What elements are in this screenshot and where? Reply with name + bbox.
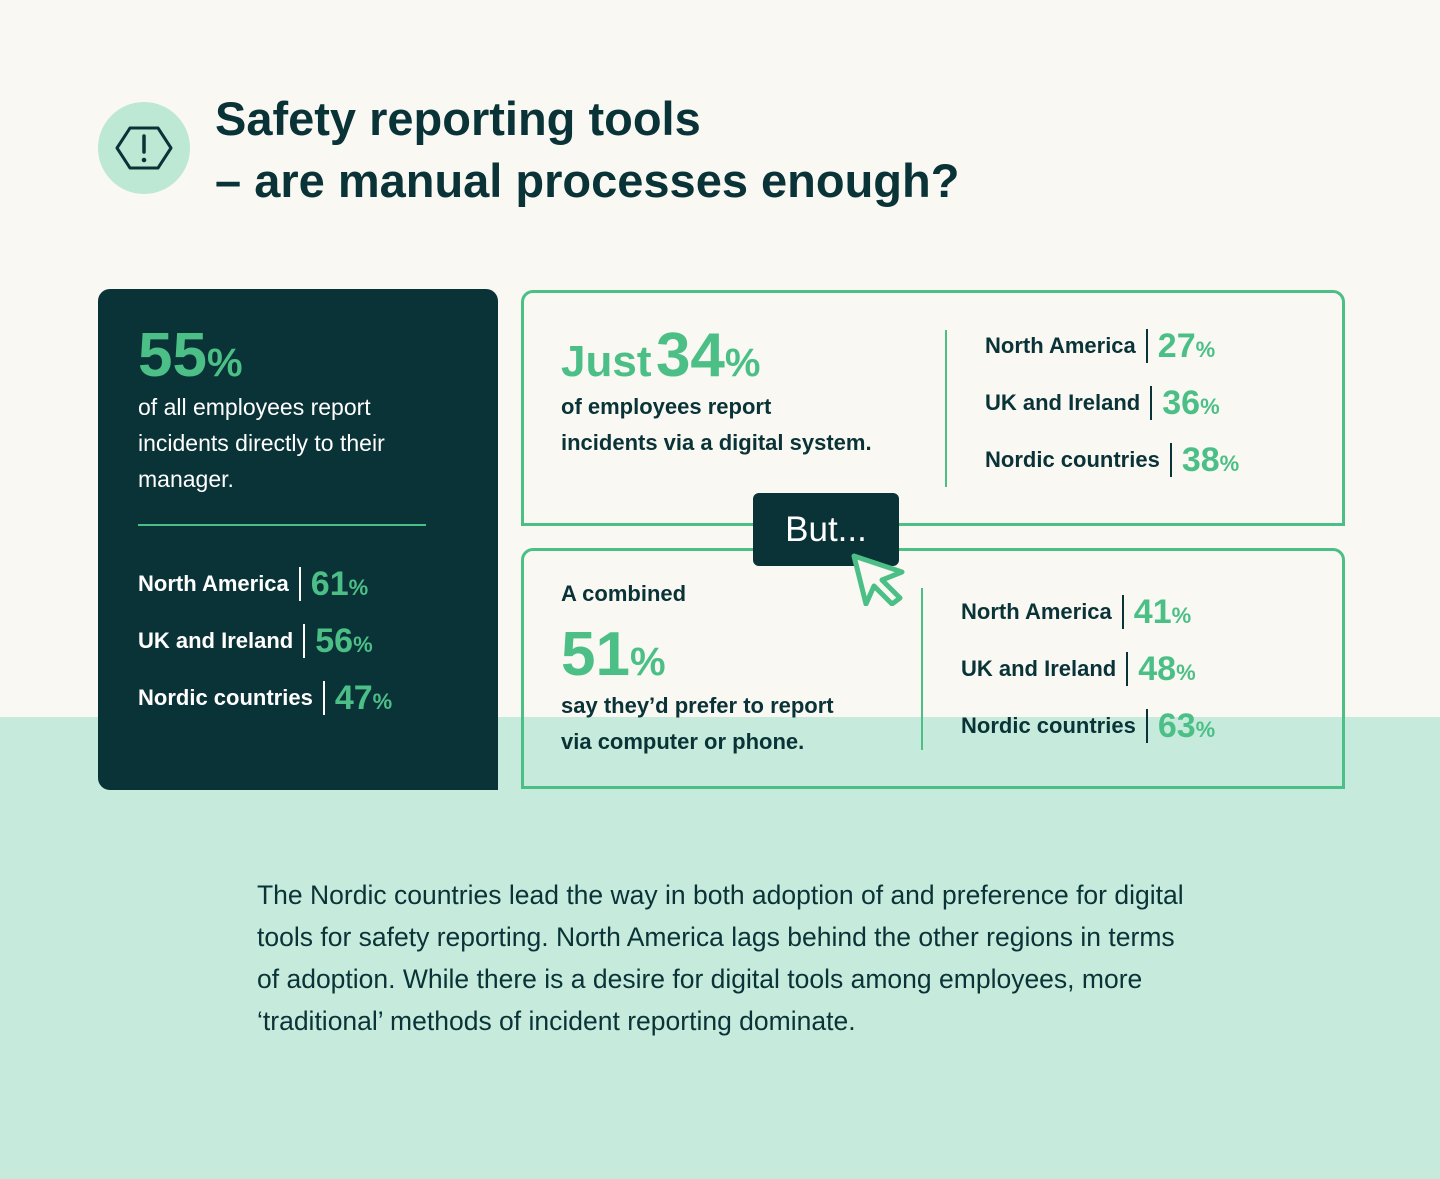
stat-text: of all employees report incidents direct…: [138, 389, 385, 497]
region-number: 27: [1157, 326, 1196, 365]
divider: [945, 330, 947, 487]
region-number: 63: [1157, 706, 1196, 745]
region-name: North America: [961, 599, 1112, 624]
stat-unit: %: [724, 341, 761, 385]
stat: 51%: [561, 620, 666, 690]
region-row: UK and Ireland 36%: [985, 383, 1239, 423]
region-unit: %: [1195, 717, 1216, 742]
text-line: say they’d prefer to report: [561, 693, 834, 718]
region-row: Nordic countries 63%: [961, 706, 1215, 746]
card-manager: 55% of all employees report incidents di…: [98, 289, 498, 790]
region-unit: %: [1176, 660, 1196, 685]
separator: [1145, 329, 1148, 363]
stat-prefix: Just: [561, 337, 652, 386]
stat: 55%: [138, 321, 243, 391]
title-line: Safety reporting tools: [215, 92, 701, 145]
region-name: North America: [138, 571, 289, 596]
separator: [1145, 709, 1148, 743]
region-name: North America: [985, 333, 1136, 358]
region-list: North America 41% UK and Ireland 48% Nordic …: [961, 592, 1215, 763]
region-name: Nordic countries: [138, 685, 313, 710]
region-unit: %: [348, 575, 369, 600]
stat-number: 51: [561, 620, 630, 689]
region-unit: %: [1219, 451, 1240, 476]
region-list: North America 61% UK and Ireland 56% Nordic …: [138, 564, 392, 735]
stat-number: 55: [138, 321, 207, 390]
bottom-band: [0, 717, 1440, 1179]
separator: [1169, 443, 1172, 477]
region-row: UK and Ireland 48%: [961, 649, 1215, 689]
region-number: 61: [310, 564, 349, 603]
region-row: North America 41%: [961, 592, 1215, 632]
region-row: Nordic countries 47%: [138, 678, 392, 718]
stat-text: say they’d prefer to report via computer…: [561, 688, 834, 760]
text-line: of employees report: [561, 394, 772, 419]
region-name: UK and Ireland: [961, 656, 1117, 681]
title-line: – are manual processes enough?: [215, 154, 960, 207]
region-number: 56: [315, 621, 354, 660]
text-line: manager.: [138, 466, 234, 492]
separator: [303, 624, 306, 658]
region-list: North America 27% UK and Ireland 36% Nordic …: [985, 326, 1239, 497]
region-unit: %: [1171, 603, 1192, 628]
region-number: 48: [1138, 649, 1177, 688]
region-unit: %: [353, 632, 373, 657]
warning-icon: [98, 102, 190, 194]
region-name: UK and Ireland: [138, 628, 294, 653]
region-number: 36: [1162, 383, 1201, 422]
stat: Just 34%: [561, 321, 760, 391]
region-row: North America 61%: [138, 564, 392, 604]
region-unit: %: [1195, 337, 1216, 362]
stat-unit: %: [629, 640, 666, 684]
stat-number: 34: [655, 321, 725, 390]
text-line: via computer or phone.: [561, 729, 805, 754]
intro: A combined: [561, 581, 687, 606]
region-unit: %: [372, 689, 393, 714]
card-preference: A combined 51% say they’d prefer to repo…: [521, 548, 1345, 789]
region-number: 38: [1181, 440, 1220, 479]
region-row: North America 27%: [985, 326, 1239, 366]
text-line: incidents directly to their: [138, 430, 385, 456]
divider: [921, 588, 923, 750]
callout: But...: [753, 493, 899, 566]
region-name: UK and Ireland: [985, 390, 1141, 415]
separator: [1121, 595, 1124, 629]
stat-text: of employees report incidents via a digi…: [561, 389, 872, 461]
text-line: incidents via a digital system.: [561, 430, 872, 455]
separator: [298, 567, 301, 601]
region-row: Nordic countries 38%: [985, 440, 1239, 480]
cursor-icon: [851, 553, 905, 606]
region-name: Nordic countries: [961, 713, 1136, 738]
region-name: Nordic countries: [985, 447, 1160, 472]
stat-unit: %: [206, 341, 243, 385]
region-number: 41: [1133, 592, 1172, 631]
region-number: 47: [334, 678, 373, 717]
text-line: of all employees report: [138, 394, 371, 420]
separator: [322, 681, 325, 715]
region-unit: %: [1200, 394, 1220, 419]
region-row: UK and Ireland 56%: [138, 621, 392, 661]
divider: [138, 524, 426, 526]
card-digital: Just 34% of employees report incidents v…: [521, 290, 1345, 526]
separator: [1126, 652, 1129, 686]
title: Safety reporting tools – are manual proc…: [215, 88, 959, 212]
summary: The Nordic countries lead the way in bot…: [257, 880, 1184, 1036]
separator: [1150, 386, 1153, 420]
